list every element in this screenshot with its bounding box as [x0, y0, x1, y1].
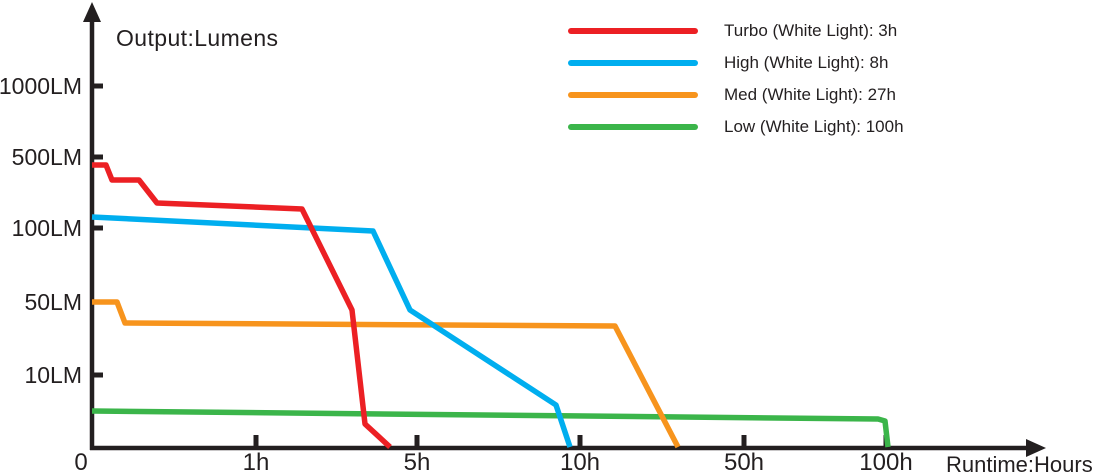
x-tick-label: 10h [559, 449, 601, 476]
legend-item-high: High (White Light): 8h [568, 47, 904, 79]
y-tick-label: 100LM [11, 215, 82, 241]
x-tick-label: 1h [242, 449, 270, 476]
legend-label-turbo: Turbo (White Light): 3h [724, 21, 898, 40]
x-tick-label: 100h [859, 449, 913, 476]
series-line-turbo [92, 162, 392, 450]
legend-swatch-low [568, 124, 698, 130]
legend-label-high: High (White Light): 8h [724, 53, 889, 72]
legend-swatch-med [568, 92, 698, 98]
x-tick-label: 50h [723, 449, 765, 476]
y-axis-arrowhead [83, 2, 101, 22]
y-tick-label: 1000LM [0, 73, 82, 99]
legend-label-low: Low (White Light): 100h [724, 117, 904, 136]
y-tick-label: 50LM [24, 289, 82, 315]
legend-label-med: Med (White Light): 27h [724, 85, 896, 104]
series-line-low [91, 408, 891, 448]
legend-item-turbo: Turbo (White Light): 3h [568, 15, 904, 47]
legend-swatch-turbo [568, 28, 698, 34]
x-axis-title: Runtime:Hours [946, 452, 1093, 476]
y-axis-title: Output:Lumens [116, 25, 279, 51]
x-tick-label: 5h [403, 449, 431, 476]
legend-item-med: Med (White Light): 27h [568, 79, 904, 111]
series-line-med [92, 299, 681, 449]
legend-item-low: Low (White Light): 100h [568, 111, 904, 143]
x-axis-arrowhead [1026, 439, 1046, 457]
series-line-high [91, 214, 573, 448]
legend: Turbo (White Light): 3h High (White Ligh… [568, 15, 904, 143]
y-tick-label: 500LM [11, 144, 82, 170]
x-tick-label: 0 [74, 449, 88, 476]
y-tick-label: 10LM [24, 362, 82, 388]
legend-swatch-high [568, 60, 698, 66]
series-lines [91, 162, 891, 450]
